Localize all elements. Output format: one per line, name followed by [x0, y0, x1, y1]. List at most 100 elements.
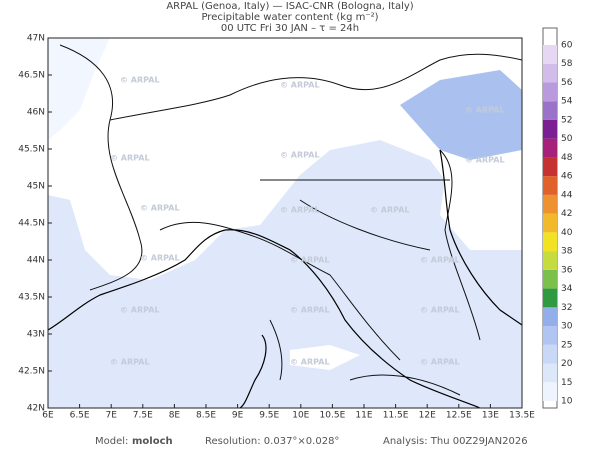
watermark: © ARPAL — [280, 81, 320, 90]
watermark: © ARPAL — [110, 358, 150, 367]
lat-label: 47N — [27, 34, 45, 44]
lon-label: 11.5E — [383, 411, 409, 421]
lon-label: 8E — [169, 411, 181, 421]
watermark: © ARPAL — [120, 306, 160, 315]
lon-label: 8.5E — [196, 411, 216, 421]
colorbar-label: 30 — [561, 322, 573, 332]
land-area — [290, 345, 360, 370]
watermark: © ARPAL — [290, 306, 330, 315]
watermark: © ARPAL — [290, 256, 330, 265]
colorbar-segment — [543, 63, 557, 83]
coastline — [47, 149, 523, 409]
watermark: © ARPAL — [465, 106, 505, 115]
lon-label: 11E — [355, 411, 372, 421]
axis-labels: 47N 46.5N 46N 45.5N 45N 44.5N 44N 43.5N 43N 42.5N… — [18, 34, 535, 421]
colorbar-label: 48 — [561, 153, 573, 163]
lat-label: 43.5N — [18, 293, 45, 303]
lat-label: 45N — [27, 182, 45, 192]
watermark: © ARPAL — [120, 76, 160, 85]
lon-label: 7.5E — [133, 411, 153, 421]
colorbar-label: 54 — [561, 97, 573, 107]
lon-label: 9.5E — [259, 411, 279, 421]
colorbar-segment — [543, 176, 557, 195]
colorbar-segment — [543, 213, 557, 233]
lat-label: 46N — [27, 108, 45, 118]
lon-label: 7E — [105, 411, 117, 421]
resolution: Resolution: 0.037°×0.028° — [205, 436, 339, 447]
lon-label: 13E — [482, 411, 499, 421]
colorbar-segment — [543, 251, 557, 270]
title-line: 00 UTC Fri 30 JAN – τ = 24h — [221, 23, 359, 34]
colorbar-segment — [543, 82, 557, 102]
watermark: © ARPAL — [420, 306, 460, 315]
colorbar-label: 42 — [561, 209, 572, 219]
lat-label: 45.5N — [18, 145, 45, 155]
colorbar-segment — [543, 138, 557, 158]
colorbar-segment — [543, 382, 557, 401]
colorbar-segment — [543, 269, 557, 289]
lon-label: 13.5E — [509, 411, 535, 421]
colorbar-label: 36 — [561, 265, 573, 275]
colorbar-segment — [543, 326, 557, 345]
colorbar-label: 20 — [561, 359, 573, 369]
colorbar-segment — [543, 119, 557, 139]
colorbar-segment — [543, 307, 557, 327]
watermark: © ARPAL — [465, 156, 505, 165]
model-label: Model: — [95, 436, 128, 447]
lon-label: 10.5E — [320, 411, 346, 421]
watermark: © ARPAL — [280, 151, 320, 160]
colorbar-label: 52 — [561, 115, 572, 125]
lon-label: 9E — [232, 411, 244, 421]
colorbar-label: 25 — [561, 340, 572, 350]
lat-label: 44N — [27, 256, 45, 266]
watermark: © ARPAL — [370, 206, 410, 215]
analysis: Analysis: Thu 00Z29JAN2026 — [383, 436, 528, 447]
borders — [59, 44, 523, 396]
colorbar-label: 34 — [561, 284, 573, 294]
watermark: © ARPAL — [290, 358, 330, 367]
high-water-area — [400, 70, 522, 160]
colorbar-label: 38 — [561, 247, 573, 257]
watermark: © ARPAL — [420, 256, 460, 265]
watermark: © ARPAL — [420, 358, 460, 367]
colorbar-label: 58 — [561, 59, 573, 69]
colorbar-segment — [543, 45, 557, 64]
lat-label: 43N — [27, 330, 45, 340]
colorbar: 10 15 20 25 30 32 34 36 38 40 42 44 46 48 50 52 54 56 58 60 — [542, 27, 573, 409]
lat-label: 42.5N — [18, 367, 45, 377]
colorbar-segment — [543, 101, 557, 120]
colorbar-label: 40 — [561, 228, 573, 238]
land-low-water — [48, 38, 522, 280]
map-area — [47, 37, 523, 409]
lon-label: 12E — [419, 411, 436, 421]
model-name: moloch — [132, 436, 173, 447]
lat-label: 44.5N — [18, 219, 45, 229]
land-area — [48, 38, 110, 140]
colorbar-segment — [543, 288, 557, 308]
colorbar-segment — [543, 194, 557, 214]
colorbar-label: 56 — [561, 78, 573, 88]
colorbar-segment — [543, 344, 557, 364]
lon-label: 6E — [42, 411, 54, 421]
colorbar-label: 32 — [561, 303, 572, 313]
colorbar-segment — [543, 363, 557, 383]
title-line: ARPAL (Genoa, Italy) — ISAC-CNR (Bologna… — [166, 1, 413, 12]
watermark: © ARPAL — [140, 204, 180, 213]
colorbar-label: 10 — [561, 397, 573, 407]
colorbar-label: 60 — [561, 41, 573, 51]
watermark: © ARPAL — [140, 254, 180, 263]
lat-label: 46.5N — [18, 71, 45, 81]
watermarks: © ARPAL © ARPAL © ARPAL © ARPAL © ARPAL © ARP… — [110, 76, 505, 367]
colorbar-label: 46 — [561, 172, 573, 182]
watermark: © ARPAL — [110, 154, 150, 163]
colorbar-label: 15 — [561, 378, 572, 388]
lat-label: 42N — [27, 404, 45, 414]
colorbar-label: 44 — [561, 190, 573, 200]
lon-label: 12.5E — [446, 411, 472, 421]
watermark: © ARPAL — [280, 206, 320, 215]
colorbar-segment — [543, 157, 557, 177]
colorbar-label: 50 — [561, 134, 573, 144]
lon-label: 10E — [292, 411, 309, 421]
lon-label: 6.5E — [70, 411, 90, 421]
